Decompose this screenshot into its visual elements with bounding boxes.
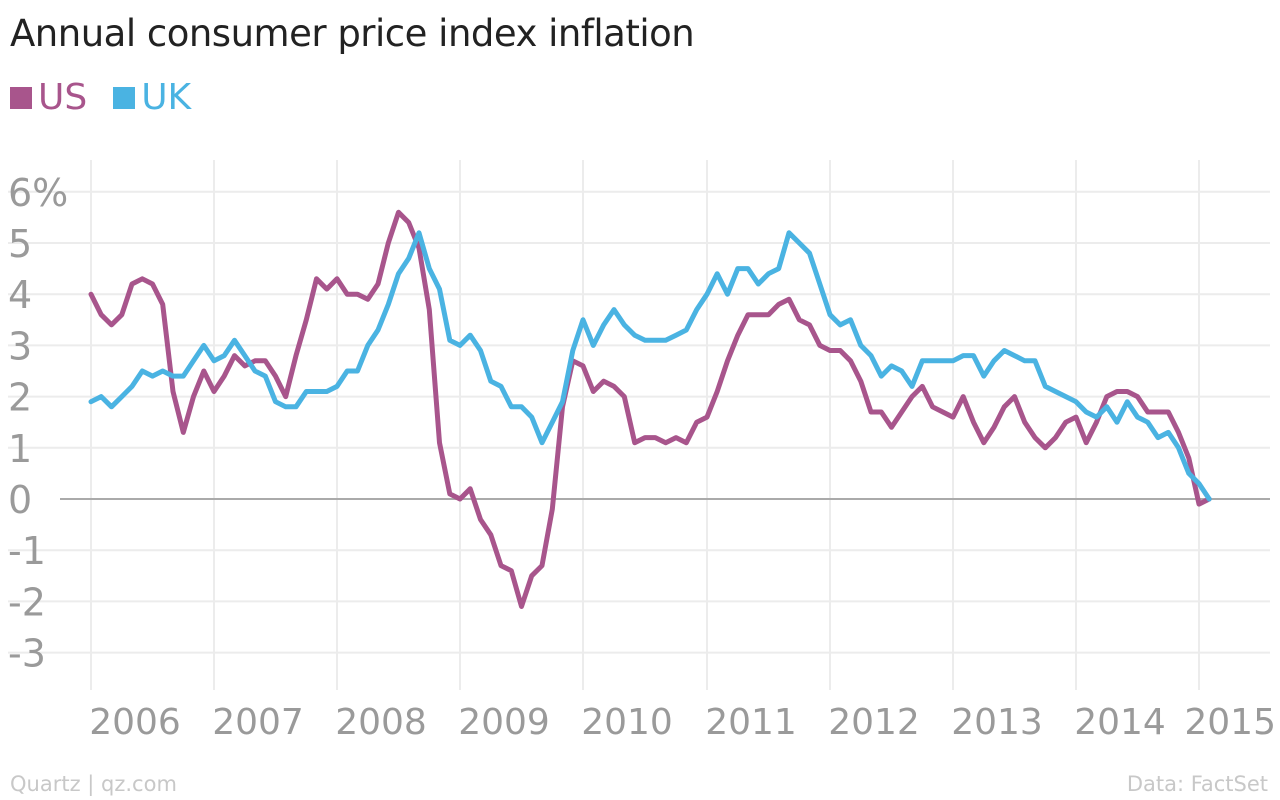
chart-legend: US UK [10,78,191,118]
legend-item-us: US [10,78,87,118]
x-tick-label: 2010 [581,702,673,743]
y-tick-label: 6% [8,171,68,215]
x-tick-label: 2015 [1184,702,1276,743]
legend-label-us: US [38,77,88,118]
y-tick-label: 2 [8,376,32,420]
x-tick-label: 2007 [212,702,304,743]
y-axis-tick-labels: -3 -2 -1 0 1 2 3 4 5 6% [8,171,68,676]
x-tick-label: 2014 [1074,702,1166,743]
legend-swatch-uk [113,87,136,109]
y-tick-label: 5 [8,222,32,266]
series-layer [88,209,1212,609]
y-gridlines [8,190,1270,654]
y-tick-label: 0 [8,478,32,522]
y-tick-label: -1 [8,529,46,573]
y-tick-label: 3 [8,324,32,368]
x-tick-label: 2006 [89,702,181,743]
x-tick-label: 2009 [458,702,550,743]
series-line-us [88,209,1212,609]
footer-source-left: Quartz | qz.com [10,772,177,796]
x-tick-label: 2012 [828,702,920,743]
y-tick-label: 1 [8,427,32,471]
x-tick-label: 2008 [335,702,427,743]
legend-label-uk: UK [141,77,192,118]
y-tick-label: -3 [8,632,46,676]
x-tick-label: 2011 [705,702,797,743]
y-tick-label: -2 [8,580,46,624]
x-axis-tick-labels: 2006 2007 2008 2009 2010 2011 2012 2013 2014 2015 [89,702,1276,743]
series-line-uk [88,230,1212,502]
legend-item-uk: UK [113,78,191,118]
legend-swatch-us [10,87,32,109]
footer-source-right: Data: FactSet [1126,772,1268,796]
y-tick-label: 4 [8,273,32,317]
chart-title: Annual consumer price index inflation [10,12,695,55]
x-gridlines [90,160,1200,690]
x-tick-label: 2013 [951,702,1043,743]
